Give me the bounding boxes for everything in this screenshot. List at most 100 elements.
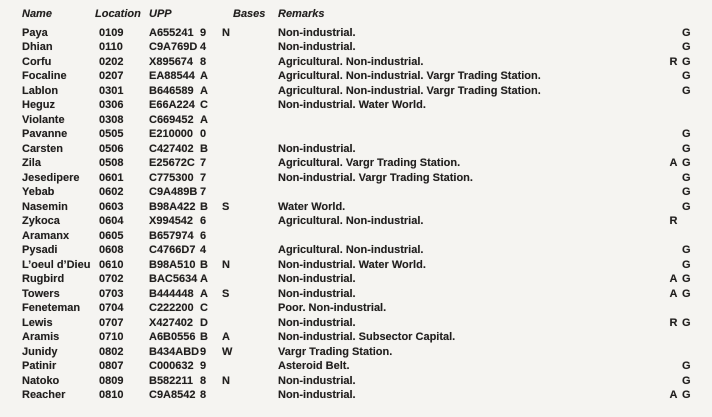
table-row: Nasemin 0603 B98A422 B S Water World. G	[0, 200, 712, 215]
world-name: Focaline	[22, 70, 67, 82]
world-location: 0802	[99, 345, 124, 358]
travel-zone-flag	[665, 26, 682, 41]
world-location: 0610	[99, 258, 124, 271]
world-remarks: Agricultural. Non-industrial. Vargr Trad…	[278, 70, 541, 82]
world-upp: E66A224	[149, 99, 195, 111]
travel-zone-flag: A	[669, 273, 678, 285]
world-location: 0202	[99, 55, 124, 68]
travel-zone-flag	[665, 330, 682, 345]
world-tech-level: 7	[200, 171, 207, 184]
world-upp: E25672C	[149, 157, 195, 169]
world-bases	[222, 185, 278, 200]
world-tech-level: 9	[200, 26, 207, 39]
world-upp: B657974	[149, 229, 194, 242]
world-upp: B444448	[149, 287, 194, 300]
world-remarks: Agricultural. Non-industrial.	[278, 215, 424, 227]
world-bases	[222, 359, 278, 374]
gas-giant-flag: G	[682, 389, 691, 401]
world-remarks: Non-industrial.	[278, 142, 356, 155]
table-row: L’oeul d’Dieu 0610 B98A510 B N Non-indus…	[0, 258, 712, 273]
world-location: 0807	[99, 360, 124, 372]
world-bases	[222, 142, 278, 157]
world-name: Reacher	[22, 389, 66, 401]
world-remarks	[278, 127, 665, 142]
gas-giant-flag	[682, 330, 696, 345]
table-row: Rugbird 0702 BAC5634 A Non-industrial. A…	[0, 272, 712, 287]
world-location: 0109	[99, 26, 124, 39]
table-row: Aramanx 0605 B657974 6	[0, 229, 712, 244]
world-bases	[222, 156, 278, 171]
world-tech-level: A	[200, 273, 208, 285]
world-location: 0505	[99, 128, 124, 140]
world-tech-level: C	[200, 99, 208, 111]
world-name: Pavanne	[22, 128, 68, 140]
world-tech-level: 7	[200, 157, 207, 169]
world-bases	[222, 301, 278, 316]
table-row: Junidy 0802 B434ABD 9 W Vargr Trading St…	[0, 345, 712, 360]
table-row: Feneteman 0704 C222200 C Poor. Non-indus…	[0, 301, 712, 316]
world-name: Rugbird	[22, 273, 65, 285]
world-location: 0704	[99, 302, 124, 314]
world-location: 0702	[99, 273, 124, 285]
world-name: L’oeul d’Dieu	[22, 258, 91, 271]
travel-zone-flag	[665, 301, 682, 316]
world-remarks: Non-industrial.	[278, 273, 356, 285]
world-upp: X427402	[149, 316, 194, 329]
world-name: Patinir	[22, 360, 57, 372]
world-bases	[222, 171, 278, 186]
world-name: Paya	[22, 26, 48, 39]
gas-giant-flag: G	[682, 200, 691, 213]
world-upp: A655241	[149, 26, 194, 39]
travel-zone-flag	[665, 243, 682, 258]
gas-giant-flag: G	[682, 41, 691, 53]
table-row: Heguz 0306 E66A224 C Non-industrial. Wat…	[0, 98, 712, 113]
travel-zone-flag	[665, 345, 682, 360]
world-tech-level: A	[200, 113, 208, 126]
header-remarks: Remarks	[278, 8, 325, 20]
world-tech-level: B	[200, 258, 208, 271]
header-zone-flag-column	[665, 7, 682, 22]
world-remarks: Non-industrial. Water World.	[278, 99, 426, 111]
world-tech-level: A	[200, 70, 208, 82]
world-upp: C222200	[149, 302, 194, 314]
world-name: Heguz	[22, 99, 55, 111]
gas-giant-flag: G	[682, 55, 691, 68]
world-upp: C000632	[149, 360, 194, 372]
gas-giant-flag: G	[682, 171, 691, 184]
table-row: Jesedipere 0601 C775300 7 Non-industrial…	[0, 171, 712, 186]
world-name: Yebab	[22, 186, 55, 198]
header-location: Location	[95, 8, 141, 20]
world-tech-level: D	[200, 316, 208, 329]
world-name: Natoko	[22, 374, 60, 387]
world-upp: C775300	[149, 171, 194, 184]
travel-zone-flag: A	[669, 157, 678, 169]
world-bases	[222, 214, 278, 229]
world-name: Towers	[22, 287, 60, 300]
table-header-row: Name Location UPP Bases Remarks	[0, 7, 712, 22]
travel-zone-flag: R	[669, 55, 678, 68]
header-upp: UPP	[149, 8, 172, 20]
gas-giant-flag	[682, 113, 696, 128]
world-tech-level: 9	[200, 345, 207, 358]
gas-giant-flag: G	[682, 157, 691, 169]
world-bases	[222, 40, 278, 55]
world-remarks: Vargr Trading Station.	[278, 345, 393, 358]
travel-zone-flag	[665, 84, 682, 99]
world-bases	[222, 272, 278, 287]
world-upp: B98A510	[149, 258, 196, 271]
world-bases: W	[222, 345, 233, 358]
world-remarks: Agricultural. Non-industrial.	[278, 55, 424, 68]
world-upp: B646589	[149, 84, 194, 97]
world-location: 0608	[99, 244, 124, 256]
table-row: Patinir 0807 C000632 9 Asteroid Belt. G	[0, 359, 712, 374]
gas-giant-flag: G	[682, 316, 691, 329]
world-remarks: Non-industrial. Water World.	[278, 258, 426, 271]
world-location: 0707	[99, 316, 124, 329]
travel-zone-flag: A	[669, 389, 678, 401]
gas-giant-flag	[682, 214, 696, 229]
world-remarks: Non-industrial.	[278, 374, 356, 387]
world-remarks: Non-industrial.	[278, 41, 356, 53]
world-bases: N	[222, 258, 230, 271]
world-name: Nasemin	[22, 200, 68, 213]
